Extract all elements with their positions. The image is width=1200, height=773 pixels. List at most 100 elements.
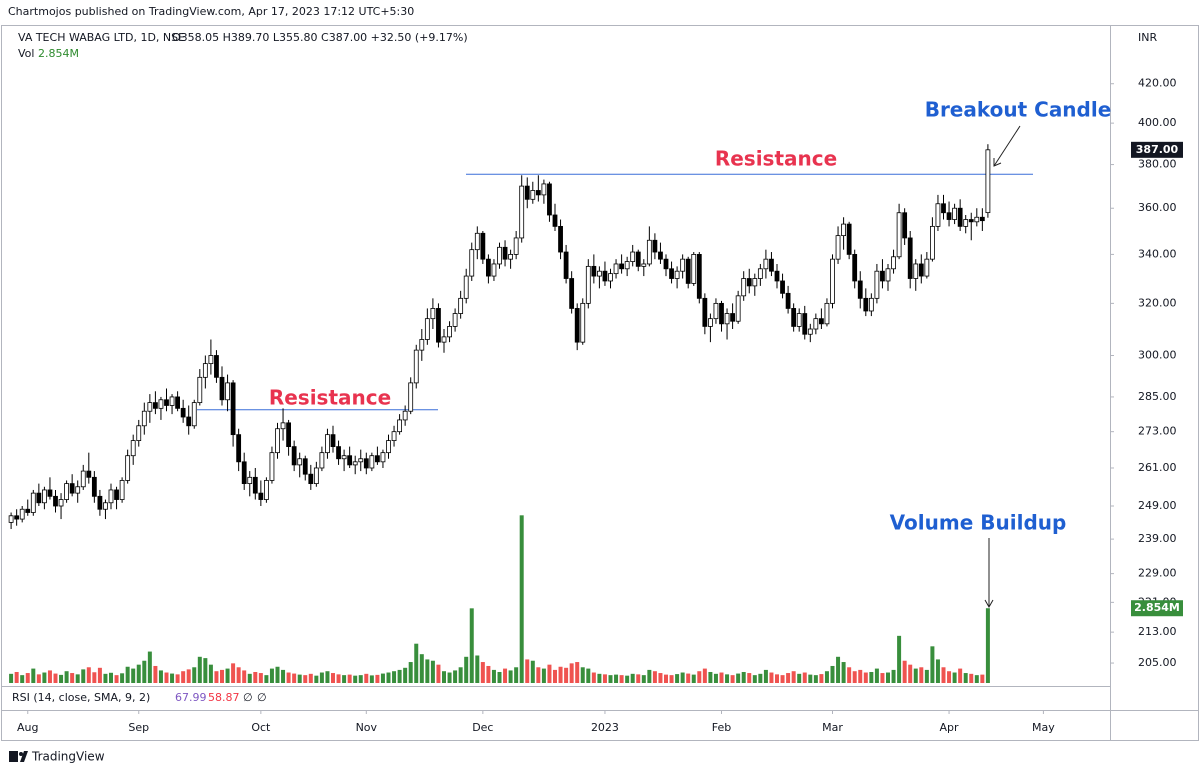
- volume-bar: [553, 669, 557, 683]
- candle-body: [802, 313, 808, 335]
- candle-body: [946, 212, 952, 220]
- annotation: Breakout Candle: [925, 98, 1112, 122]
- volume-bar: [813, 675, 818, 683]
- candle-body: [513, 237, 519, 255]
- volume-bar: [203, 658, 208, 683]
- y-tick-label: 400.00: [1138, 116, 1177, 129]
- volume-bar: [686, 673, 691, 683]
- candle-body: [769, 258, 774, 272]
- candle-body: [252, 476, 258, 494]
- volume-bar: [891, 669, 896, 683]
- volume-bar: [331, 673, 335, 683]
- candle-body: [103, 502, 108, 510]
- volume-bar: [491, 669, 496, 683]
- volume-bar: [480, 662, 485, 683]
- volume-bar: [780, 675, 785, 683]
- annotation: Resistance: [269, 386, 391, 410]
- candle-body: [469, 249, 475, 277]
- candle-body: [541, 183, 547, 196]
- volume-bar: [186, 669, 191, 683]
- volume-bar: [830, 665, 835, 683]
- candle-body: [658, 251, 663, 260]
- candle-body: [552, 214, 558, 227]
- candle-body: [202, 363, 208, 378]
- logo: [9, 751, 28, 762]
- candle-body: [935, 203, 941, 227]
- volume-bar: [569, 663, 574, 683]
- volume-bar: [414, 643, 419, 683]
- y-tick-label: 273.00: [1138, 425, 1177, 438]
- candle-body: [691, 254, 697, 284]
- candle-body: [485, 258, 491, 277]
- volume-bar: [547, 664, 552, 683]
- volume-bar: [342, 675, 347, 683]
- candle-body: [796, 313, 802, 327]
- candle-body: [702, 297, 708, 327]
- candle-body: [941, 203, 946, 214]
- volume-bar: [425, 659, 430, 683]
- candle-body: [735, 295, 741, 322]
- candle-body: [519, 185, 525, 239]
- volume-bar: [919, 667, 924, 683]
- candle-body: [164, 399, 169, 406]
- candle-body: [225, 382, 230, 401]
- volume-bar: [242, 670, 247, 683]
- volume-bar: [730, 675, 735, 683]
- candle-body: [175, 396, 181, 409]
- volume-bar: [841, 662, 846, 683]
- volume-bar: [458, 667, 463, 683]
- annotation: Resistance: [715, 147, 837, 171]
- volume-bar: [64, 671, 69, 683]
- volume-bar: [469, 608, 474, 683]
- candle-body: [757, 268, 763, 279]
- candle-body: [363, 458, 369, 469]
- vol-label: Vol: [18, 47, 34, 60]
- volume-bar: [786, 673, 791, 683]
- volume-bar: [436, 664, 441, 683]
- volume-bar: [952, 672, 957, 683]
- candle-body: [125, 455, 131, 481]
- candle-body: [80, 470, 86, 488]
- volume-bar: [47, 670, 52, 683]
- candle-body: [597, 270, 602, 277]
- candle-body: [391, 431, 397, 442]
- candle-body: [785, 292, 791, 309]
- candle-body: [841, 223, 846, 237]
- candle-body: [680, 258, 686, 272]
- volume-bar: [486, 665, 491, 683]
- volume-bar: [264, 675, 269, 683]
- y-tick-label: 420.00: [1138, 77, 1177, 90]
- volume-bar: [636, 674, 641, 683]
- candle-body: [69, 483, 75, 494]
- volume-bar: [214, 671, 219, 683]
- volume-bar: [375, 674, 380, 683]
- y-tick-label: 300.00: [1138, 349, 1177, 362]
- volume-bar: [281, 669, 286, 683]
- volume-bar: [852, 671, 857, 683]
- candles: [8, 144, 991, 530]
- volume-label-box: [1131, 600, 1183, 617]
- volume-bar: [97, 667, 102, 683]
- volume-bar: [114, 675, 119, 683]
- x-tick-label: Nov: [356, 721, 378, 734]
- candle-body: [286, 422, 292, 448]
- candle-body: [458, 297, 464, 314]
- volume-bar: [525, 659, 530, 683]
- volume-bar: [880, 673, 885, 683]
- candle-body: [19, 508, 25, 520]
- volume-bar: [908, 664, 913, 683]
- rsi-value: 67.99: [175, 691, 207, 704]
- y-tick-label: 229.00: [1138, 567, 1177, 580]
- volume-bar: [902, 660, 907, 683]
- volume-bar: [508, 670, 513, 683]
- candle-body: [530, 190, 536, 200]
- volume-bar: [197, 656, 202, 683]
- candle-body: [830, 258, 835, 304]
- volume-bar: [386, 672, 391, 683]
- candle-body: [325, 434, 330, 454]
- candle-body: [436, 308, 441, 343]
- volume-bar: [802, 672, 807, 683]
- y-tick-label: 285.00: [1138, 390, 1177, 403]
- volume-bar: [42, 672, 47, 683]
- volume-bar: [947, 671, 952, 683]
